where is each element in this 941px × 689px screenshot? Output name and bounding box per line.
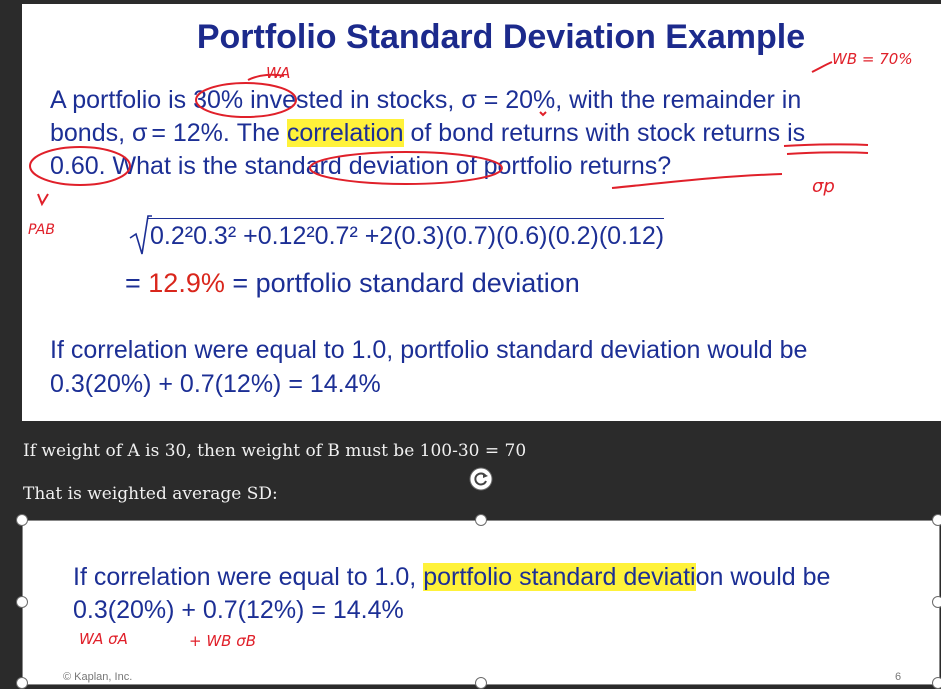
- crop-ink-annotations: WA σA + WB σB: [79, 630, 256, 650]
- if-line-2: 0.3(20%) + 0.7(12%) = 14.4%: [50, 370, 381, 398]
- resize-handle-top-middle[interactable]: [475, 514, 487, 526]
- note-line-1[interactable]: If weight of A is 30, then weight of B m…: [23, 441, 527, 461]
- crop-line-2: 0.3(20%) + 0.7(12%) = 14.4%: [73, 596, 404, 624]
- result-equals: =: [125, 268, 149, 298]
- cropped-slide-image[interactable]: If correlation were equal to 1.0, portfo…: [22, 520, 940, 685]
- resize-handle-bottom-middle[interactable]: [475, 677, 487, 689]
- bonds-text-end: of bond returns with stock returns is: [403, 119, 806, 147]
- ink-wa: WA: [266, 64, 290, 82]
- resize-handle-top-left[interactable]: [16, 514, 28, 526]
- ink-sigma-p: σp: [812, 176, 835, 197]
- crop-footer-left: © Kaplan, Inc.: [63, 671, 133, 683]
- radical-sign: [129, 215, 152, 255]
- formula-text: 0.2²0.3² +0.12²0.7² +2(0.3)(0.7)(0.6)(0.…: [150, 222, 665, 250]
- result-value: 12.9%: [148, 268, 225, 298]
- result-line: = 12.9% = portfolio standard deviation: [125, 268, 580, 299]
- if-line-1: If correlation were equal to 1.0, portfo…: [50, 336, 808, 364]
- note-line-2[interactable]: That is weighted average SD:: [23, 484, 278, 504]
- crop-line-1: If correlation were equal to 1.0, portfo…: [73, 563, 830, 592]
- slide-title: Portfolio Standard Deviation Example: [196, 18, 806, 56]
- resize-handle-top-right[interactable]: [932, 514, 941, 526]
- resize-handle-bottom-right[interactable]: [932, 677, 941, 689]
- crop-line-1-end: on would be: [695, 563, 831, 591]
- problem-line-1: A portfolio is 30% invested in stocks, σ…: [50, 86, 802, 114]
- resize-handle-middle-right[interactable]: [932, 596, 941, 608]
- crop-footer-right: 6: [895, 671, 902, 683]
- bonds-text: = 12%. The: [151, 119, 287, 147]
- bonds-label: bonds, σ: [50, 119, 148, 147]
- result-text: = portfolio standard deviation: [224, 268, 580, 298]
- ink-rho: PAB: [28, 222, 55, 238]
- problem-line-3: 0.60. What is the standard deviation of …: [50, 152, 672, 180]
- resize-handle-middle-left[interactable]: [16, 596, 28, 608]
- crop-highlight: portfolio standard deviati: [423, 563, 696, 591]
- sd-formula: 0.2²0.3² +0.12²0.7² +2(0.3)(0.7)(0.6)(0.…: [148, 218, 665, 251]
- rotate-handle-icon[interactable]: [469, 467, 493, 491]
- crop-line-1-start: If correlation were equal to 1.0,: [73, 563, 424, 591]
- slide-image[interactable]: Portfolio Standard Deviation Example A p…: [22, 4, 941, 421]
- ink-wa-sa: WA σA: [79, 630, 128, 648]
- ink-wb-eq: WB = 70%: [832, 50, 913, 68]
- problem-line-2: bonds, σ = 12%. The correlation of bond …: [50, 119, 805, 148]
- resize-handle-bottom-left[interactable]: [16, 677, 28, 689]
- ink-wb-sb: + WB σB: [189, 632, 256, 650]
- ink-annotations: WA WB = 70% PAB σp: [28, 50, 913, 238]
- correlation-highlight: correlation: [286, 119, 404, 147]
